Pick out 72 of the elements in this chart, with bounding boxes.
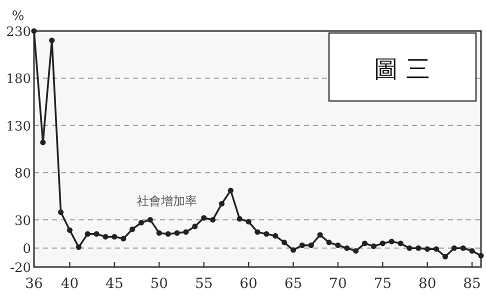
- y-tick-label: -20: [10, 261, 31, 276]
- point: [210, 217, 216, 223]
- x-tick-label: 80: [418, 276, 436, 292]
- point: [326, 240, 332, 246]
- point: [112, 234, 118, 240]
- point: [272, 233, 278, 239]
- x-tick-label: 75: [374, 276, 392, 292]
- point: [174, 230, 180, 236]
- point: [370, 243, 377, 250]
- x-tick-label: 70: [329, 276, 347, 292]
- point: [94, 231, 100, 237]
- point: [76, 244, 82, 250]
- point: [31, 28, 37, 34]
- x-tick-label: 60: [240, 276, 258, 292]
- x-tick-label: 45: [106, 276, 124, 292]
- point: [469, 248, 475, 254]
- point: [102, 234, 108, 240]
- point: [335, 242, 341, 248]
- point: [49, 38, 55, 44]
- point: [138, 220, 144, 226]
- y-tick-label: 0: [22, 242, 31, 258]
- y-tick-label: 80: [14, 166, 31, 182]
- point: [317, 232, 323, 238]
- y-tick-label: 30: [14, 214, 31, 229]
- point: [388, 238, 394, 244]
- point: [478, 252, 484, 258]
- x-tick-label: 40: [60, 276, 79, 292]
- x-tick-label: 65: [284, 276, 302, 292]
- x-tick-label: 55: [194, 276, 213, 292]
- point: [299, 242, 305, 248]
- point: [353, 248, 359, 254]
- point: [416, 245, 422, 251]
- y-axis-title: %: [12, 9, 24, 24]
- text: 圖 三: [374, 55, 430, 83]
- point: [228, 188, 234, 194]
- y-tick-label: 130: [6, 119, 31, 134]
- x-tick-label: 50: [150, 276, 168, 292]
- point: [246, 218, 252, 224]
- point: [290, 247, 296, 253]
- point: [40, 140, 46, 146]
- point: [434, 246, 440, 252]
- point: [58, 209, 64, 216]
- point: [218, 200, 225, 207]
- point: [156, 230, 162, 236]
- point: [282, 240, 288, 246]
- point: [201, 215, 207, 221]
- point: [308, 242, 314, 248]
- y-tick-label: 230: [6, 25, 31, 40]
- point: [362, 240, 368, 246]
- point: [192, 224, 198, 230]
- point: [442, 254, 448, 260]
- point: [183, 229, 189, 235]
- series-label: 社會增加率: [137, 194, 197, 208]
- y-tick-label: 180: [6, 72, 31, 88]
- point: [406, 245, 412, 251]
- point: [264, 231, 270, 237]
- point: [380, 240, 386, 246]
- point: [165, 231, 171, 237]
- point: [147, 217, 154, 223]
- point: [84, 231, 90, 237]
- point: [236, 216, 242, 222]
- point: [424, 246, 430, 252]
- point: [254, 229, 260, 235]
- point: [120, 236, 126, 242]
- point: [66, 227, 73, 233]
- point: [398, 240, 404, 246]
- point: [451, 245, 457, 251]
- point: [460, 245, 466, 251]
- x-tick-label: 85: [463, 276, 481, 292]
- point: [130, 226, 136, 232]
- x-tick-label: 36: [25, 276, 43, 292]
- point: [344, 245, 350, 251]
